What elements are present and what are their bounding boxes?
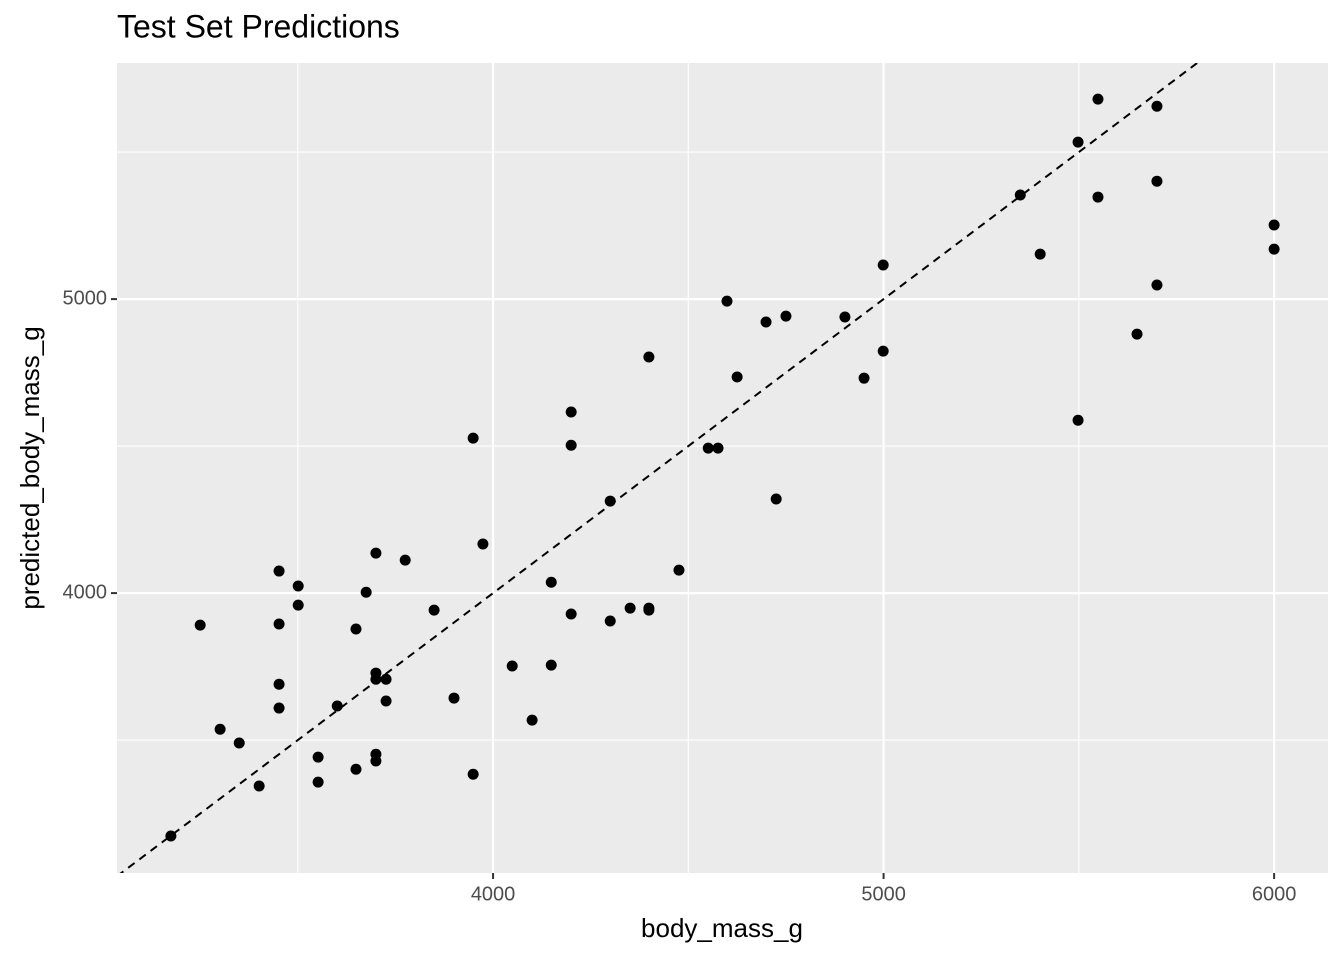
point <box>312 776 324 788</box>
point <box>731 371 743 383</box>
point <box>477 538 489 550</box>
point <box>1014 189 1026 201</box>
point <box>467 768 479 780</box>
x-tick-label: 6000 <box>1252 883 1297 905</box>
point <box>877 345 889 357</box>
point <box>770 493 782 505</box>
point <box>380 695 392 707</box>
point <box>506 660 518 672</box>
point <box>233 737 245 749</box>
point <box>702 442 714 454</box>
point <box>312 751 324 763</box>
point <box>839 311 851 323</box>
point <box>1131 328 1143 340</box>
chart-title: Test Set Predictions <box>117 8 400 44</box>
point <box>350 763 362 775</box>
point <box>604 495 616 507</box>
x-axis-title: body_mass_g <box>641 913 803 943</box>
y-tick-label: 5000 <box>63 287 108 309</box>
point <box>165 830 177 842</box>
point <box>331 700 343 712</box>
point <box>1151 279 1163 291</box>
point <box>273 678 285 690</box>
point <box>780 310 792 322</box>
point <box>858 372 870 384</box>
point <box>1092 191 1104 203</box>
point <box>370 547 382 559</box>
point <box>399 554 411 566</box>
point <box>1092 93 1104 105</box>
point <box>565 406 577 418</box>
point <box>273 618 285 630</box>
point <box>1151 100 1163 112</box>
point <box>643 351 655 363</box>
y-axis-title: predicted_body_mass_g <box>15 326 45 609</box>
point <box>292 580 304 592</box>
point <box>565 439 577 451</box>
point <box>380 673 392 685</box>
point <box>712 442 724 454</box>
point <box>526 714 538 726</box>
point <box>565 608 577 620</box>
point <box>877 259 889 271</box>
point <box>273 702 285 714</box>
x-tick-label: 5000 <box>861 883 906 905</box>
point <box>350 623 362 635</box>
y-tick-label: 4000 <box>63 581 108 603</box>
point <box>545 659 557 671</box>
point <box>1151 175 1163 187</box>
point <box>1072 136 1084 148</box>
point <box>370 755 382 767</box>
x-tick-label: 4000 <box>471 883 516 905</box>
point <box>273 565 285 577</box>
point <box>253 780 265 792</box>
point <box>1268 219 1280 231</box>
point <box>604 615 616 627</box>
point <box>370 673 382 685</box>
identity-line <box>119 63 1199 873</box>
point <box>545 576 557 588</box>
points <box>165 93 1280 842</box>
point <box>360 586 372 598</box>
point <box>194 619 206 631</box>
point <box>1072 414 1084 426</box>
panel <box>117 63 1328 873</box>
point <box>214 723 226 735</box>
point <box>760 316 772 328</box>
point <box>292 599 304 611</box>
point <box>448 692 460 704</box>
point <box>428 604 440 616</box>
point <box>624 602 636 614</box>
point <box>467 432 479 444</box>
point <box>1034 248 1046 260</box>
point <box>1268 243 1280 255</box>
point <box>673 564 685 576</box>
reference-layer <box>119 63 1199 873</box>
point <box>721 295 733 307</box>
point <box>643 604 655 616</box>
